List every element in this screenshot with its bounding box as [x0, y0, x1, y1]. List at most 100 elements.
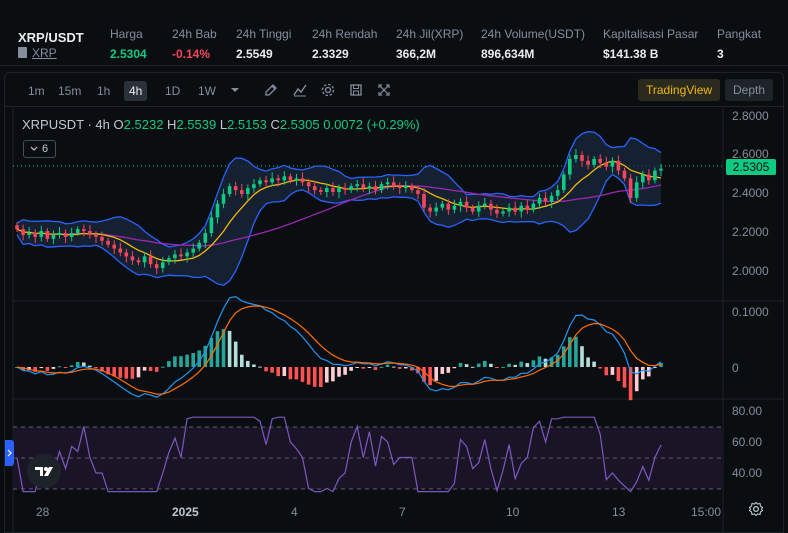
candle [410, 186, 414, 191]
candle [33, 233, 37, 237]
candle [349, 186, 353, 191]
candle [543, 197, 548, 202]
ohlc-legend: XRPUSDT · 4h O2.5232 H2.5539 L2.5153 C2.… [22, 117, 420, 132]
coin-link[interactable]: XRP [32, 46, 57, 60]
macd-axis-tick-0: 0 [732, 361, 739, 375]
chart-toolbar: 1m 15m 1h 4h 1D 1W TradingView Depth [5, 73, 783, 107]
tf-15m[interactable]: 15m [58, 84, 82, 98]
macd-histogram-bar [513, 364, 517, 367]
rsi-axis-tick-40: 40.00 [732, 466, 762, 480]
candle [167, 258, 171, 263]
macd-histogram-bar [112, 367, 116, 377]
depth-tab[interactable]: Depth [725, 79, 774, 101]
stat-price: Harga 2.5304 [110, 27, 147, 61]
candle [118, 248, 123, 253]
macd-histogram-bar [94, 367, 98, 369]
candle [69, 233, 74, 237]
tf-1h[interactable]: 1h [97, 84, 111, 98]
legend-low: 2.5153 [227, 117, 267, 132]
macd-histogram-bar [628, 367, 633, 401]
candle [355, 184, 359, 187]
axis-tick-2-2: 2.2000 [732, 225, 769, 239]
tradingview-logo[interactable] [27, 454, 61, 488]
indicator-toggle[interactable]: 6 [23, 140, 56, 158]
settings-icon[interactable] [320, 82, 336, 98]
candle [136, 260, 141, 263]
candle [653, 170, 657, 181]
indicator-icon[interactable] [292, 82, 308, 98]
macd-histogram-bar [592, 361, 596, 367]
macd-histogram-bar [167, 361, 171, 367]
candle [270, 178, 274, 183]
candle [483, 203, 487, 206]
macd-histogram-bar [185, 354, 189, 367]
candle [39, 231, 44, 237]
tf-1d[interactable]: 1D [165, 84, 181, 98]
macd-histogram-bar [446, 367, 451, 373]
sidebar-expand-tab[interactable] [5, 440, 14, 466]
candle [191, 248, 195, 253]
macd-histogram-bar [622, 367, 627, 388]
candle [391, 182, 396, 187]
macd-histogram-bar [385, 364, 390, 367]
tf-4h[interactable]: 4h [124, 81, 148, 101]
candle [185, 252, 189, 257]
candle [154, 264, 159, 269]
chart-settings-icon[interactable] [748, 501, 764, 517]
candle [428, 207, 432, 212]
macd-histogram-bar [118, 367, 123, 378]
macd-histogram-bar [501, 366, 505, 368]
save-icon[interactable] [348, 82, 364, 98]
candle [276, 178, 280, 181]
candle [57, 233, 62, 235]
macd-histogram-bar [452, 367, 457, 369]
candle [203, 233, 208, 243]
indicator-count: 6 [42, 143, 49, 155]
macd-histogram-bar [616, 367, 621, 382]
tradingview-tab[interactable]: TradingView [638, 79, 721, 101]
axis-tick-2-8: 2.8000 [732, 109, 769, 123]
candle [592, 158, 596, 165]
macd-histogram-bar [428, 367, 432, 386]
pair-title[interactable]: XRP/USDT [18, 30, 84, 45]
macd-histogram-bar [525, 363, 530, 367]
candle [610, 160, 615, 167]
candle [179, 254, 183, 257]
macd-histogram-bar [379, 366, 384, 368]
candle [106, 240, 110, 245]
macd-histogram-bar [306, 367, 311, 385]
macd-histogram-bar [367, 367, 372, 368]
candle [319, 190, 323, 192]
chart-panel: 1m 15m 1h 4h 1D 1W TradingView Depth [4, 72, 784, 533]
candle [233, 186, 238, 191]
macd-histogram-bar [148, 367, 153, 371]
candle [240, 190, 244, 194]
rsi-line [16, 416, 662, 493]
price-chart[interactable]: 2.8000 2.6000 2.4000 2.2000 2.0000 0.100… [5, 107, 784, 533]
macd-histogram-bar [531, 360, 536, 367]
chevron-down-icon[interactable] [227, 82, 243, 98]
candle [75, 229, 80, 233]
macd-histogram-bar [246, 360, 250, 367]
macd-histogram-bar [495, 367, 499, 368]
candle [574, 155, 578, 159]
tf-1w[interactable]: 1W [198, 84, 216, 98]
legend-symbol: XRPUSDT · 4h [22, 117, 110, 132]
fullscreen-icon[interactable] [376, 82, 392, 98]
macd-histogram-bar [233, 341, 238, 367]
draw-icon[interactable] [263, 82, 279, 98]
macd-histogram-bar [549, 357, 554, 367]
macd-histogram-bar [574, 336, 578, 367]
market-header: XRP/USDT XRP Harga 2.5304 24h Bab -0.14%… [0, 0, 788, 66]
x-tick-2025: 2025 [172, 505, 199, 519]
macd-histogram-bar [434, 367, 438, 381]
macd-histogram-bar [173, 356, 177, 367]
candle [300, 178, 305, 183]
candle [124, 252, 129, 257]
macd-histogram-bar [33, 367, 37, 372]
candle [458, 201, 463, 206]
coin-info-icon[interactable] [18, 47, 27, 58]
tf-1m[interactable]: 1m [28, 84, 45, 98]
stat-24h-vol-xrp: 24h Jil(XRP) 366,2M [396, 27, 464, 61]
x-tick-28: 28 [36, 505, 50, 519]
